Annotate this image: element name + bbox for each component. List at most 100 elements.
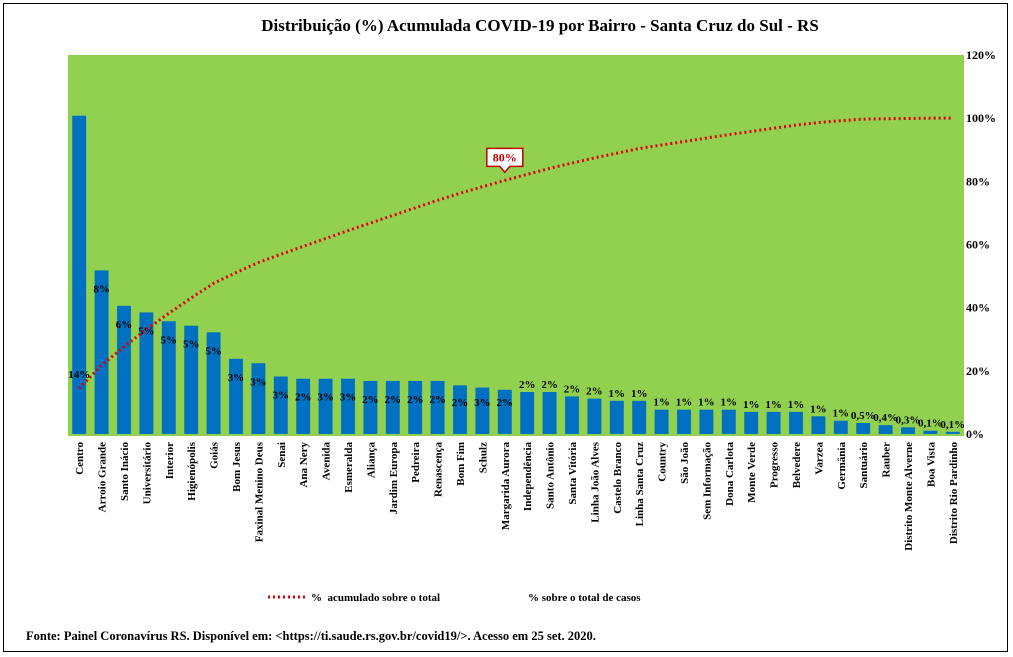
bar bbox=[789, 411, 803, 434]
bar bbox=[923, 430, 938, 434]
bar-label: 14% bbox=[68, 369, 90, 381]
category-label: Jardim Europa bbox=[388, 442, 400, 515]
category-label: Santa Vitória bbox=[567, 442, 579, 505]
bar bbox=[273, 376, 288, 434]
bar-label: 5% bbox=[183, 339, 200, 351]
bar-label: 1% bbox=[631, 388, 648, 400]
bar-label: 0,5% bbox=[851, 410, 876, 422]
bar bbox=[699, 409, 714, 434]
category-label: Interior bbox=[164, 442, 176, 479]
bar bbox=[139, 312, 154, 434]
category-label: Avenida bbox=[321, 442, 333, 481]
bar bbox=[520, 392, 535, 434]
bar-label: 1% bbox=[810, 403, 827, 415]
category-label: Varzea bbox=[813, 442, 825, 475]
category-label: Higienópolis bbox=[186, 441, 198, 500]
bar bbox=[878, 425, 893, 434]
right-axis-tick: 120% bbox=[966, 48, 996, 62]
bar-label: 8% bbox=[93, 283, 110, 295]
bar bbox=[811, 416, 826, 434]
category-label: Belvedere bbox=[791, 442, 803, 488]
bar-label: 6% bbox=[116, 319, 133, 331]
cumulative-line-group bbox=[78, 116, 953, 390]
bar bbox=[72, 115, 87, 435]
bar bbox=[833, 420, 848, 434]
category-label: Schulz bbox=[477, 442, 489, 473]
bar bbox=[430, 380, 445, 434]
bar-label: 2% bbox=[362, 394, 379, 406]
category-label: Monte Verde bbox=[746, 442, 758, 503]
bar-label: 2% bbox=[586, 386, 603, 398]
right-axis-tick: 100% bbox=[966, 111, 996, 125]
bar bbox=[654, 409, 669, 434]
bar-label: 1% bbox=[653, 397, 670, 409]
bar bbox=[385, 380, 400, 434]
bar bbox=[475, 387, 490, 434]
category-label: Faxinal Menino Deus bbox=[253, 441, 265, 542]
bar-label: 1% bbox=[676, 397, 693, 409]
bar bbox=[744, 411, 759, 434]
legend-label-cumulative: % acumulado sobre o total bbox=[311, 592, 440, 604]
bar bbox=[94, 270, 109, 434]
bar bbox=[587, 398, 602, 434]
bar-label: 2% bbox=[295, 392, 312, 404]
category-label: Sem Informação bbox=[701, 442, 713, 520]
bar-labels-group: 14% 8% 6% 5% 5% 5% 5% 3% 3% 3% 2% 3% 3% 2% 2% 2% 2% 2% 3% 2… bbox=[68, 283, 965, 430]
chart-title: Distribuição (%) Acumulada COVID-19 por … bbox=[261, 16, 819, 35]
bar bbox=[184, 325, 199, 434]
category-label: Senai bbox=[276, 442, 288, 468]
category-label: Ana Nery bbox=[298, 442, 310, 488]
category-label: Country bbox=[657, 442, 669, 482]
category-label: Esmeralda bbox=[343, 442, 355, 493]
bar bbox=[677, 409, 691, 434]
category-label: Castelo Branco bbox=[612, 442, 624, 514]
right-axis-tick: 80% bbox=[966, 174, 990, 188]
bar-label: 3% bbox=[317, 392, 334, 404]
bar-label: 1% bbox=[721, 397, 738, 409]
bar bbox=[565, 396, 579, 434]
bar-label: 3% bbox=[250, 376, 267, 388]
right-axis-tick: 60% bbox=[966, 238, 990, 252]
bar bbox=[901, 427, 915, 434]
bar-label: 2% bbox=[429, 394, 446, 406]
bar-label: 1% bbox=[788, 399, 805, 411]
source-note: Fonte: Painel Coronavírus RS. Disponível… bbox=[26, 629, 596, 643]
bar bbox=[766, 411, 781, 434]
plot-area bbox=[68, 55, 964, 436]
category-label: Margarida Aurora bbox=[500, 442, 512, 531]
bar-label: 1% bbox=[698, 397, 715, 409]
category-label: Santo Inácio bbox=[119, 442, 131, 501]
bars-group bbox=[72, 115, 960, 435]
bar-label: 2% bbox=[519, 379, 536, 391]
callout-80: 80% bbox=[486, 147, 524, 174]
bar bbox=[341, 378, 355, 434]
category-label: Dona Carlota bbox=[724, 442, 736, 506]
bar-label: 2% bbox=[564, 383, 581, 395]
callout-label: 80% bbox=[493, 150, 517, 164]
bar-label: 3% bbox=[340, 392, 357, 404]
bar bbox=[229, 358, 243, 434]
bar bbox=[632, 400, 647, 434]
right-axis-tick: 20% bbox=[966, 364, 990, 378]
bar-label: 3% bbox=[474, 397, 491, 409]
bar-label: 3% bbox=[228, 372, 245, 384]
category-label: Arroio Grande bbox=[97, 442, 109, 512]
bar bbox=[117, 305, 131, 434]
category-label: Bom Jesus bbox=[231, 441, 243, 492]
category-label: São João bbox=[679, 442, 691, 484]
bar bbox=[206, 332, 221, 434]
category-label: Aliança bbox=[365, 442, 377, 479]
bar bbox=[251, 363, 266, 434]
category-label: Germânia bbox=[836, 442, 848, 490]
category-label: Distrito Monte Alverne bbox=[903, 442, 915, 551]
bar-label: 0,1% bbox=[940, 419, 965, 431]
bar bbox=[453, 385, 467, 434]
bar-label: 2% bbox=[385, 394, 402, 406]
bar-label: 0,4% bbox=[873, 412, 898, 424]
category-labels-group: Centro Arroio Grande Santo Inácio Universit… bbox=[74, 441, 960, 550]
right-axis: 0% 20% 40% 60% 80% 100% 120% bbox=[966, 48, 996, 441]
legend: % acumulado sobre o total % sobre o tota… bbox=[268, 592, 641, 604]
bar-label: 2% bbox=[541, 379, 558, 391]
bar-label: 3% bbox=[273, 390, 290, 402]
